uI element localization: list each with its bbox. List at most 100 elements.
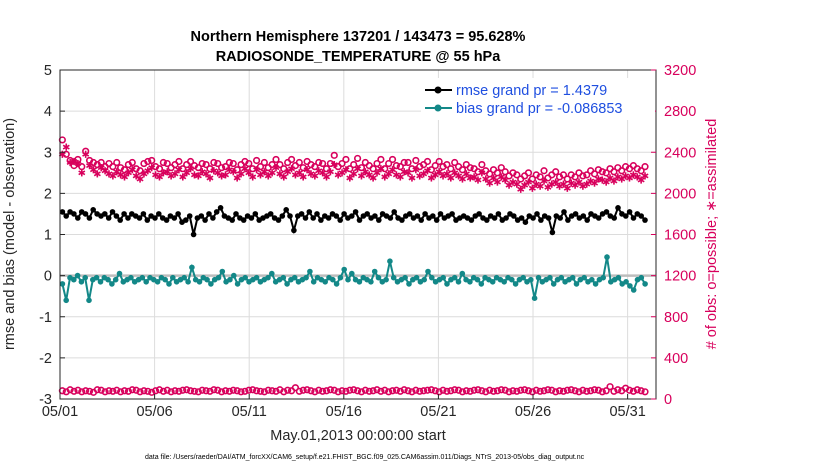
possible-count-point (151, 387, 160, 395)
possible-count-point (458, 388, 467, 396)
rmse-point (275, 217, 282, 223)
assimilated-count-point (89, 166, 97, 174)
y-left-tick-label: -2 (39, 351, 52, 367)
possible-count-point (641, 388, 649, 396)
possible-count-point (202, 387, 210, 395)
bias-point (291, 274, 298, 281)
possible-count-point (528, 388, 536, 396)
rmse-point (476, 211, 482, 217)
possible-count-point (540, 167, 548, 175)
possible-count-point (198, 386, 206, 394)
assimilated-count-point (536, 182, 544, 190)
bias-series (59, 254, 648, 304)
bias-point (402, 274, 408, 281)
y-axis-right: 0 400 800 1200 1600 2000 2400 2800 3200 (651, 63, 696, 408)
y-left-tick-label: -3 (39, 392, 52, 408)
bias-point (349, 270, 355, 277)
y-left-tick-label: 0 (44, 269, 52, 285)
possible-count-point (524, 169, 533, 177)
rmse-point (82, 211, 89, 217)
bias-point (589, 276, 595, 283)
bias-point (63, 297, 69, 304)
possible-count-point (528, 175, 536, 183)
rmse-point (491, 215, 498, 221)
bias-point (330, 276, 336, 283)
possible-count-point (128, 158, 136, 167)
possible-count-point (322, 165, 331, 173)
rmse-point (503, 215, 509, 221)
possible-count-point (392, 386, 401, 394)
possible-count-point (245, 386, 253, 394)
assimilated-count-point (179, 173, 187, 181)
possible-count-point (62, 150, 70, 158)
possible-count-point (225, 387, 233, 395)
possible-count-point (330, 151, 338, 159)
bias-point (231, 272, 237, 279)
possible-count-point (97, 386, 105, 394)
rmse-point (229, 217, 235, 223)
bias-point (143, 279, 149, 285)
rmse-point (144, 217, 151, 223)
rmse-point (279, 213, 286, 219)
possible-count-point (357, 164, 366, 172)
y-left-tick-label: 1 (44, 228, 52, 244)
assimilated-count-point (109, 172, 117, 180)
bias-point (154, 279, 161, 285)
y-right-tick-label: 800 (664, 310, 688, 326)
possible-count-point (322, 387, 331, 395)
rmse-point (422, 211, 428, 217)
bias-point (93, 274, 100, 281)
possible-count-point (385, 388, 393, 396)
rmse-point (484, 217, 490, 223)
assimilated-count-point (78, 169, 86, 177)
possible-count-point (431, 162, 439, 170)
possible-count-point (260, 158, 268, 167)
possible-count-point (598, 388, 606, 396)
bias-point (429, 274, 435, 281)
rmse-point (171, 215, 178, 221)
possible-count-point (167, 388, 175, 396)
rmse-point (572, 211, 579, 217)
possible-count-point (365, 387, 373, 395)
possible-count-point (350, 160, 358, 169)
possible-count-point (633, 386, 641, 394)
assimilated-count-point (396, 173, 404, 181)
rmse-point (136, 215, 143, 221)
possible-count-point (338, 387, 346, 395)
possible-count-point (159, 158, 167, 167)
bias-point (82, 274, 88, 281)
possible-count-point (563, 386, 571, 394)
assimilated-count-point (303, 166, 311, 174)
possible-count-point (237, 388, 245, 396)
bias-point (638, 274, 645, 281)
legend-box (421, 78, 655, 120)
assimilated-count-point (602, 178, 610, 186)
possible-count-point (82, 387, 90, 395)
possible-count-point (198, 159, 206, 168)
possible-count-point (610, 168, 618, 176)
assimilated-count-point (513, 180, 521, 188)
bias-point (284, 281, 290, 287)
possible-count-point (136, 167, 144, 175)
possible-count-point (233, 387, 241, 395)
y-right-tick-label: 2400 (664, 145, 696, 161)
possible-count-point (311, 388, 319, 396)
possible-count-point (120, 166, 129, 174)
rmse-point (105, 215, 112, 221)
legend-bias-marker (434, 104, 442, 112)
assimilated-count-point (229, 168, 237, 176)
possible-count-point (423, 386, 432, 394)
bias-point (501, 279, 508, 285)
bias-point (307, 268, 313, 275)
possible-count-point (338, 159, 346, 168)
bias-point (383, 276, 389, 283)
possible-count-point (221, 163, 230, 171)
assimilated-count-point (559, 180, 567, 188)
rmse-point (468, 217, 475, 223)
assimilated-count-point (474, 176, 482, 184)
rmse-point (399, 217, 405, 223)
possible-count-point (163, 159, 171, 168)
rmse-point (314, 211, 320, 217)
rmse-point (352, 209, 359, 215)
possible-count-point (373, 159, 381, 168)
